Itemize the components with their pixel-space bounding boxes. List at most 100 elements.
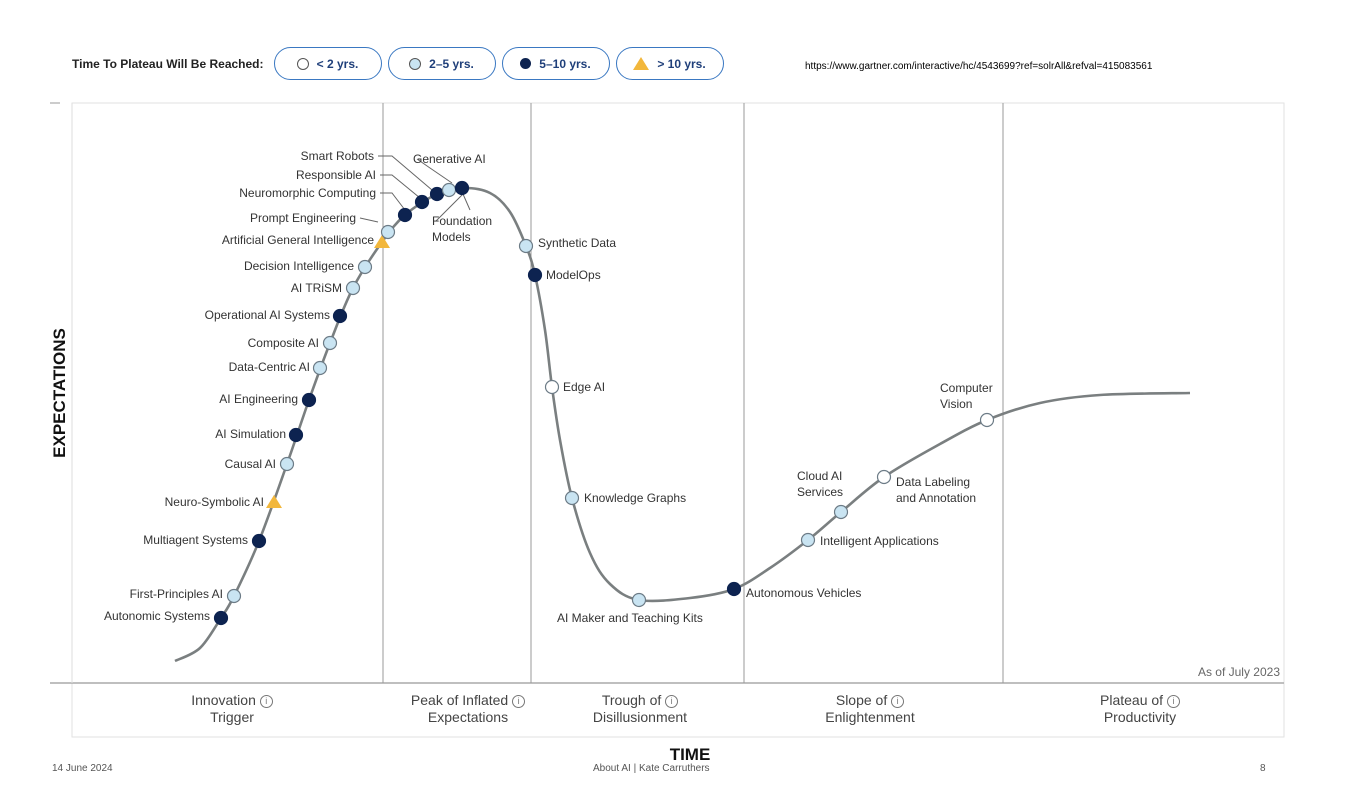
circle-marker <box>226 588 242 604</box>
technology-operational-ai-systems[interactable]: Operational AI Systems <box>205 308 348 324</box>
technology-responsible-ai[interactable]: Responsible AI <box>296 168 430 210</box>
as-of-date: As of July 2023 <box>1198 665 1280 679</box>
legend-filter-2to5[interactable]: 2–5 yrs. <box>387 47 496 80</box>
technology-label: Operational AI Systems <box>205 308 330 322</box>
y-axis-label: EXPECTATIONS <box>50 328 69 458</box>
technology-data-labeling-and-annotation[interactable]: Data Labeling and Annotation <box>876 469 977 506</box>
circle-marker <box>279 456 295 472</box>
technology-label: Multiagent Systems <box>143 533 248 547</box>
technology-label: Cloud AI Services <box>797 469 843 499</box>
technology-label: AI Maker and Teaching Kits <box>557 611 703 625</box>
circle-marker <box>979 412 995 428</box>
circle-marker <box>357 259 373 275</box>
circle-marker <box>332 308 348 324</box>
technology-generative-ai[interactable]: Generative AI <box>413 152 486 198</box>
technology-prompt-engineering[interactable]: Prompt Engineering <box>250 211 396 240</box>
technology-label: Responsible AI <box>296 168 376 182</box>
technology-label: Autonomous Vehicles <box>746 586 861 600</box>
leader-line <box>380 174 421 199</box>
legend-label: < 2 yrs. <box>316 56 359 71</box>
light-blue-circle-icon <box>409 57 422 70</box>
technology-neuromorphic-computing[interactable]: Neuromorphic Computing <box>239 186 413 223</box>
yellow-triangle-icon <box>633 57 650 70</box>
circle-marker <box>726 581 742 597</box>
source-url[interactable]: https://www.gartner.com/interactive/hc/4… <box>805 61 1153 72</box>
technology-label: Knowledge Graphs <box>584 491 686 505</box>
technology-label: ModelOps <box>546 268 601 282</box>
phase-label: Expectations <box>427 709 509 725</box>
phase-label: Plateau of <box>1100 692 1164 708</box>
circle-marker <box>800 532 816 548</box>
technology-autonomous-vehicles[interactable]: Autonomous Vehicles <box>726 581 862 601</box>
circle-marker <box>288 427 304 443</box>
legend-label: > 10 yrs. <box>657 56 706 71</box>
technology-data-centric-ai[interactable]: Data-Centric AI <box>229 360 328 376</box>
leader-line <box>378 155 433 191</box>
legend-filter-gt10[interactable]: > 10 yrs. <box>615 47 724 80</box>
technology-synthetic-data[interactable]: Synthetic Data <box>518 236 617 254</box>
technology-label: Edge AI <box>563 380 605 394</box>
technology-causal-ai[interactable]: Causal AI <box>225 456 295 472</box>
technology-label: First-Principles AI <box>130 587 223 601</box>
technology-composite-ai[interactable]: Composite AI <box>248 335 338 351</box>
circle-marker <box>397 207 413 223</box>
leader-line <box>416 158 453 184</box>
footer-page-number: 8 <box>1260 763 1266 774</box>
white-circle-icon <box>296 57 309 70</box>
technology-label: Foundation Models <box>432 214 492 244</box>
phase-3: Trough of i Disillusionment <box>550 692 730 726</box>
legend-label: 2–5 yrs. <box>429 56 474 71</box>
dark-blue-circle-icon <box>520 58 532 69</box>
legend-filter-lt2[interactable]: < 2 yrs. <box>273 47 382 80</box>
info-icon[interactable]: i <box>259 695 273 708</box>
technology-autonomic-systems[interactable]: Autonomic Systems <box>104 609 229 626</box>
technology-label: AI Engineering <box>219 392 298 406</box>
circle-marker <box>301 392 317 408</box>
circle-marker <box>876 469 892 485</box>
circle-marker <box>312 360 328 376</box>
technology-ai-simulation[interactable]: AI Simulation <box>215 427 304 443</box>
phase-1: Innovation i Trigger <box>142 692 322 726</box>
technology-label: Synthetic Data <box>538 236 616 250</box>
circle-marker <box>631 592 647 608</box>
technology-knowledge-graphs[interactable]: Knowledge Graphs <box>564 490 687 506</box>
technology-multiagent-systems[interactable]: Multiagent Systems <box>143 533 267 549</box>
circle-marker <box>345 280 361 296</box>
circle-marker <box>251 533 267 549</box>
technology-artificial-general-intelligence[interactable]: Artificial General Intelligence <box>222 233 390 248</box>
info-icon[interactable]: i <box>1166 695 1180 708</box>
technology-label: Prompt Engineering <box>250 211 356 225</box>
technology-edge-ai[interactable]: Edge AI <box>544 379 606 395</box>
legend-filter-5to10[interactable]: 5–10 yrs. <box>501 47 610 80</box>
technology-ai-maker-and-teaching-kits[interactable]: AI Maker and Teaching Kits <box>557 592 703 626</box>
technology-first-principles-ai[interactable]: First-Principles AI <box>130 587 242 604</box>
phase-label: Trigger <box>210 709 254 725</box>
circle-marker <box>414 194 430 210</box>
technology-label: Decision Intelligence <box>244 259 354 273</box>
technology-cloud-ai-services[interactable]: Cloud AI Services <box>797 469 849 520</box>
technology-modelops[interactable]: ModelOps <box>527 267 601 283</box>
technology-ai-engineering[interactable]: AI Engineering <box>219 392 317 408</box>
technology-label: Composite AI <box>248 336 319 350</box>
triangle-marker <box>266 495 282 508</box>
phase-2: Peak of Inflated i Expectations <box>378 692 558 726</box>
info-icon[interactable]: i <box>665 695 679 708</box>
technology-ai-trism[interactable]: AI TRiSM <box>291 280 361 296</box>
technology-decision-intelligence[interactable]: Decision Intelligence <box>244 259 373 275</box>
circle-marker <box>527 267 543 283</box>
technology-neuro-symbolic-ai[interactable]: Neuro-Symbolic AI <box>165 495 282 509</box>
technology-intelligent-applications[interactable]: Intelligent Applications <box>800 532 939 549</box>
circle-marker <box>441 182 457 198</box>
technology-label: Data Labeling and Annotation <box>896 475 976 505</box>
info-icon[interactable]: i <box>512 695 526 708</box>
footer-date: 14 June 2024 <box>52 763 113 774</box>
phase-label: Enlightenment <box>825 709 915 725</box>
technology-computer-vision[interactable]: Computer Vision <box>940 381 995 428</box>
technology-foundation-models[interactable]: Foundation Models <box>432 180 492 245</box>
info-icon[interactable]: i <box>891 695 905 708</box>
phase-label: Slope of <box>835 692 888 708</box>
technology-label: Computer Vision <box>940 381 993 411</box>
technology-label: Generative AI <box>413 152 486 166</box>
circle-marker <box>833 504 849 520</box>
